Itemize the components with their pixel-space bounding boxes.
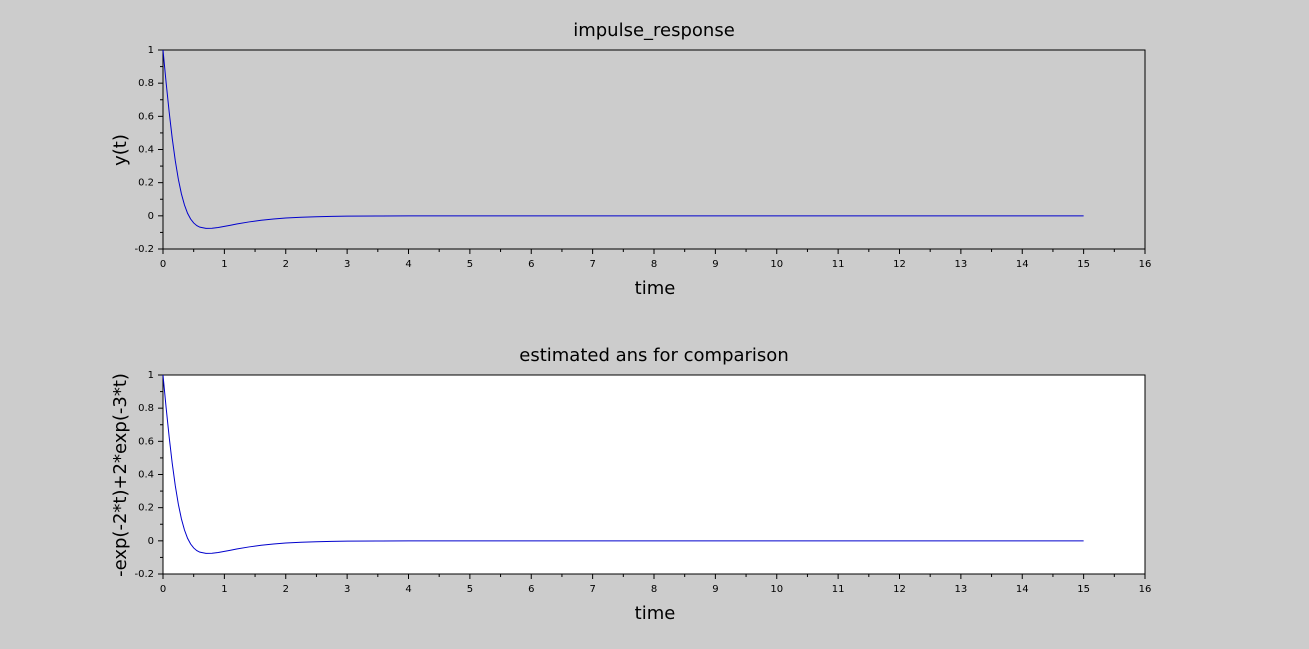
x-tick-label: 15 xyxy=(1077,259,1090,270)
y-tick-label: 0.4 xyxy=(138,145,154,156)
x-tick-label: 7 xyxy=(589,584,595,595)
y-tick-label: 0.8 xyxy=(138,78,154,89)
x-tick-label: 12 xyxy=(893,259,906,270)
y-tick-label: 0 xyxy=(148,536,154,547)
x-tick-label: 5 xyxy=(467,259,473,270)
x-tick-label: 12 xyxy=(893,584,906,595)
y-tick-label: 0.8 xyxy=(138,403,154,414)
x-tick-label: 4 xyxy=(405,584,411,595)
x-tick-label: 14 xyxy=(1016,584,1029,595)
y-tick-label: 0.6 xyxy=(138,436,154,447)
x-axis-label: time xyxy=(635,278,676,299)
x-tick-label: 11 xyxy=(832,584,845,595)
x-tick-label: 0 xyxy=(160,584,166,595)
series-line xyxy=(162,374,1084,554)
x-tick-label: 5 xyxy=(467,584,473,595)
x-tick-label: 14 xyxy=(1016,259,1029,270)
x-tick-label: 16 xyxy=(1139,584,1152,595)
x-axis-label: time xyxy=(635,603,676,624)
x-tick-label: 11 xyxy=(832,259,845,270)
x-tick-label: 9 xyxy=(712,584,718,595)
y-axis-ticks: -0.2 0 0.2 0.4 0.6 0.8 1 xyxy=(134,370,163,580)
x-tick-label: 6 xyxy=(528,259,534,270)
x-tick-label: 13 xyxy=(955,584,968,595)
x-tick-label: 6 xyxy=(528,584,534,595)
x-tick-label: 2 xyxy=(283,584,289,595)
y-tick-label: 0.6 xyxy=(138,111,154,122)
x-tick-label: 15 xyxy=(1077,584,1090,595)
x-tick-label: 3 xyxy=(344,584,350,595)
plot-area xyxy=(162,374,1146,575)
y-tick-label: -0.2 xyxy=(134,569,154,580)
y-tick-label: -0.2 xyxy=(134,244,154,255)
x-tick-label: 7 xyxy=(589,259,595,270)
y-tick-label: 0.2 xyxy=(138,178,154,189)
x-tick-label: 1 xyxy=(221,259,227,270)
y-axis-label: -exp(-2*t)+2*exp(-3*t) xyxy=(110,373,131,577)
y-tick-label: 0 xyxy=(148,211,154,222)
x-tick-label: 9 xyxy=(712,259,718,270)
x-tick-label: 4 xyxy=(405,259,411,270)
y-tick-label: 1 xyxy=(148,370,154,381)
plot-estimated-comparison: estimated ans for comparison -0.2 0 0.2 0.4… xyxy=(110,345,1151,624)
x-tick-label: 8 xyxy=(651,259,657,270)
chart-title: impulse_response xyxy=(573,20,735,41)
x-tick-label: 13 xyxy=(955,259,968,270)
y-tick-label: 1 xyxy=(148,45,154,56)
chart-title: estimated ans for comparison xyxy=(519,345,788,366)
y-tick-label: 0.2 xyxy=(138,503,154,514)
x-tick-label: 2 xyxy=(283,259,289,270)
x-axis-ticks: 0 1 2 3 4 5 6 7 8 9 10 11 12 13 14 15 16 xyxy=(160,574,1152,595)
x-axis-ticks: 0 1 2 3 4 5 6 7 8 9 10 11 12 13 14 15 16 xyxy=(160,249,1152,270)
plot-area xyxy=(162,49,1146,250)
y-axis-label: y(t) xyxy=(110,134,131,166)
x-tick-label: 8 xyxy=(651,584,657,595)
x-tick-label: 0 xyxy=(160,259,166,270)
series-line xyxy=(162,49,1084,229)
x-tick-label: 10 xyxy=(770,259,783,270)
x-tick-label: 1 xyxy=(221,584,227,595)
x-tick-label: 16 xyxy=(1139,259,1152,270)
x-tick-label: 3 xyxy=(344,259,350,270)
y-axis-ticks: -0.2 0 0.2 0.4 0.6 0.8 1 xyxy=(134,45,163,255)
x-tick-label: 10 xyxy=(770,584,783,595)
y-tick-label: 0.4 xyxy=(138,470,154,481)
